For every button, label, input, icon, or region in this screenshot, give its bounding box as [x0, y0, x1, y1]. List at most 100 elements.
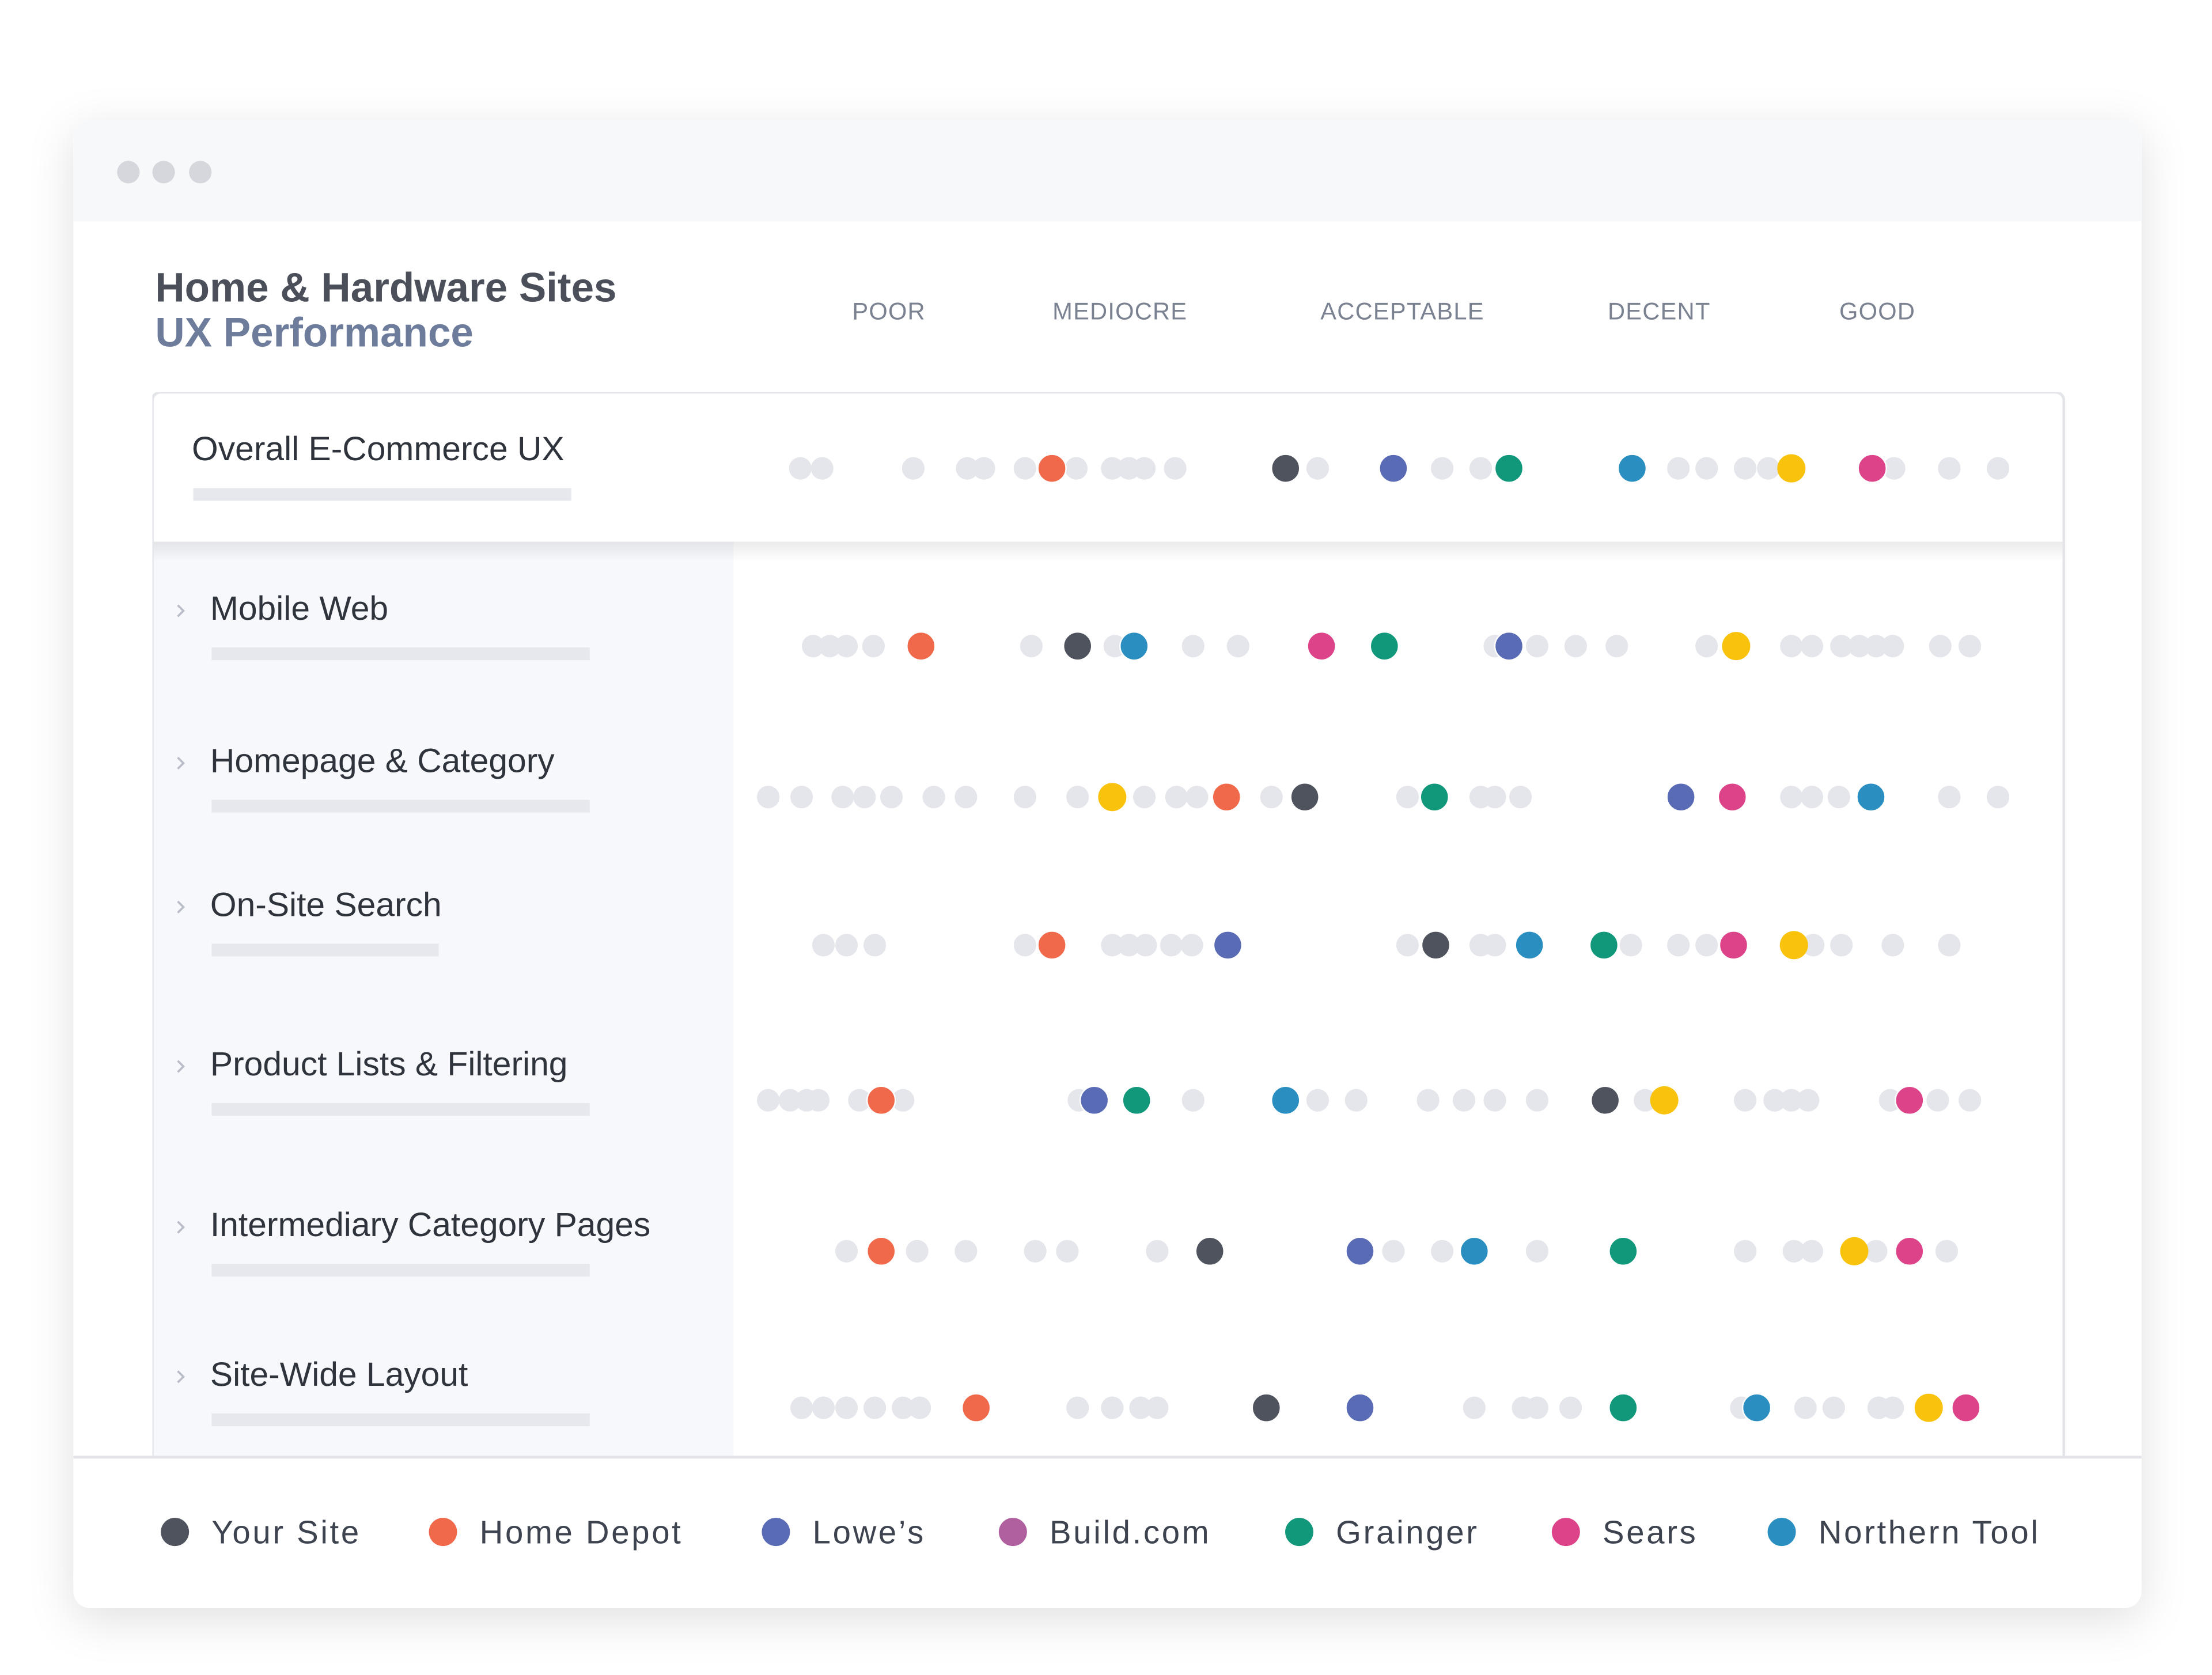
- chart-title: Home & Hardware Sites: [155, 265, 616, 310]
- column-header: POOR: [852, 298, 925, 325]
- other-site-dot: [1134, 934, 1157, 957]
- site-dot: [1779, 931, 1808, 960]
- site-dot: [1617, 453, 1647, 483]
- column-header: DECENT: [1608, 298, 1710, 325]
- other-site-dot: [812, 934, 835, 957]
- window-dot[interactable]: [152, 161, 175, 184]
- other-site-dot: [955, 786, 978, 809]
- other-site-dot: [1056, 1240, 1079, 1263]
- other-site-dot: [1802, 934, 1825, 957]
- other-site-dot: [1926, 1089, 1949, 1112]
- other-site-dot: [1827, 786, 1850, 809]
- other-site-dot: [1780, 1089, 1803, 1112]
- other-site-dot: [908, 1396, 931, 1419]
- other-site-dot: [1780, 635, 1803, 658]
- row-label[interactable]: Mobile Web: [210, 590, 388, 627]
- row-label[interactable]: Homepage & Category: [210, 742, 555, 779]
- other-site-dot: [810, 457, 834, 480]
- other-site-dot: [1619, 934, 1642, 957]
- site-dot: [1079, 1085, 1109, 1115]
- other-site-dot: [1483, 934, 1506, 957]
- other-site-dot: [1101, 934, 1124, 957]
- other-site-dot: [1525, 635, 1549, 658]
- other-site-dot: [1800, 635, 1824, 658]
- expand-chevron[interactable]: [177, 900, 185, 914]
- other-site-dot: [1344, 1089, 1368, 1112]
- other-site-dot: [862, 635, 885, 658]
- other-site-dot: [1780, 786, 1803, 809]
- row-label[interactable]: Site-Wide Layout: [210, 1356, 468, 1393]
- column-header: ACCEPTABLE: [1320, 298, 1484, 325]
- other-site-dot: [1382, 1240, 1405, 1263]
- label-bar: [211, 647, 590, 661]
- row-label[interactable]: Product Lists & Filtering: [210, 1045, 568, 1083]
- label-bar: [211, 943, 439, 957]
- window-dot[interactable]: [117, 161, 140, 184]
- other-site-dot: [863, 934, 887, 957]
- other-site-dot: [1733, 1089, 1757, 1112]
- other-site-dot: [1065, 457, 1088, 480]
- window-dot[interactable]: [189, 161, 212, 184]
- legend-label: Lowe’s: [813, 1514, 926, 1550]
- site-dot: [1037, 453, 1067, 483]
- other-site-dot: [1463, 1396, 1486, 1419]
- site-dot: [1666, 782, 1696, 812]
- other-site-dot: [1431, 457, 1454, 480]
- expand-chevron[interactable]: [177, 756, 185, 770]
- site-dot: [1494, 631, 1524, 661]
- chart-subtitle: UX Performance: [155, 310, 474, 356]
- site-dot: [1650, 1086, 1679, 1115]
- other-site-dot: [1396, 786, 1419, 809]
- other-site-dot: [789, 457, 812, 480]
- site-dot: [1494, 453, 1524, 483]
- other-site-dot: [1525, 1089, 1549, 1112]
- other-site-dot: [1958, 1089, 1982, 1112]
- other-site-dot: [1181, 635, 1205, 658]
- other-site-dot: [972, 457, 995, 480]
- site-dot: [1062, 631, 1093, 661]
- other-site-dot: [906, 1240, 929, 1263]
- other-site-dot: [1118, 934, 1141, 957]
- other-site-dot: [1782, 1240, 1805, 1263]
- site-dot: [1459, 1236, 1490, 1266]
- row-label[interactable]: Intermediary Category Pages: [210, 1206, 650, 1244]
- title-bar: [73, 120, 2142, 222]
- other-site-dot: [1865, 1240, 1888, 1263]
- site-dot: [1345, 1393, 1375, 1423]
- other-site-dot: [1830, 934, 1853, 957]
- other-site-dot: [1525, 1396, 1549, 1419]
- expand-chevron[interactable]: [177, 604, 185, 617]
- other-site-dot: [1695, 934, 1718, 957]
- other-site-dot: [1564, 635, 1587, 658]
- other-site-dot: [1938, 457, 1961, 480]
- other-site-dot: [863, 1396, 887, 1419]
- site-dot: [906, 631, 936, 661]
- other-site-dot: [1066, 1396, 1089, 1419]
- other-site-dot: [1024, 1240, 1047, 1263]
- other-site-dot: [790, 786, 813, 809]
- other-site-dot: [1883, 457, 1906, 480]
- other-site-dot: [1306, 1089, 1330, 1112]
- site-dot: [1590, 1085, 1620, 1115]
- other-site-dot: [1695, 635, 1718, 658]
- legend-label: Home Depot: [480, 1514, 683, 1550]
- site-dot: [1718, 930, 1749, 960]
- site-dot: [1290, 782, 1320, 812]
- other-site-dot: [1129, 1396, 1152, 1419]
- site-dot: [1122, 1085, 1152, 1115]
- legend-swatch: [762, 1518, 790, 1547]
- expand-chevron[interactable]: [177, 1060, 185, 1073]
- other-site-dot: [1483, 1089, 1506, 1112]
- expand-chevron[interactable]: [177, 1221, 185, 1234]
- row-label[interactable]: On-Site Search: [210, 886, 442, 923]
- legend: Your Site Home Depot Lowe’s Build.com Graing…: [161, 1514, 2040, 1550]
- site-dot: [1306, 631, 1336, 661]
- column-header: GOOD: [1839, 298, 1915, 325]
- other-site-dot: [1181, 1089, 1205, 1112]
- expand-chevron[interactable]: [177, 1370, 185, 1384]
- legend-label: Northern Tool: [1819, 1514, 2040, 1550]
- column-header: MEDIOCRE: [1052, 298, 1187, 325]
- legend-swatch: [998, 1518, 1027, 1547]
- site-dot: [1717, 782, 1747, 812]
